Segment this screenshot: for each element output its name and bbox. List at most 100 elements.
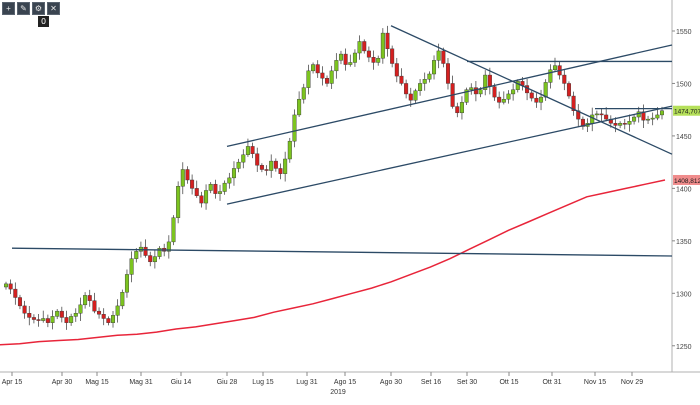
y-tick-label: 1400 bbox=[676, 186, 692, 193]
trendline bbox=[390, 25, 673, 155]
candle-down bbox=[148, 255, 153, 263]
candle-down bbox=[36, 319, 41, 321]
candle-down bbox=[92, 300, 97, 312]
candle-down bbox=[362, 41, 367, 52]
y-tick-label: 1550 bbox=[676, 29, 692, 36]
y-axis-panel bbox=[672, 0, 700, 400]
candle-up bbox=[306, 70, 311, 88]
candle-up bbox=[180, 169, 185, 187]
candle-down bbox=[566, 83, 571, 97]
candle-up bbox=[539, 96, 544, 103]
candle-down bbox=[492, 86, 497, 98]
y-tick-label: 1300 bbox=[676, 291, 692, 298]
candle-down bbox=[97, 310, 102, 315]
x-tick-label: Ago 15 bbox=[334, 379, 356, 386]
y-tick-label: 1350 bbox=[676, 239, 692, 246]
candle-up bbox=[515, 81, 520, 90]
candle-up bbox=[166, 241, 171, 252]
candle-up bbox=[301, 87, 306, 100]
candle-down bbox=[87, 295, 92, 301]
candle-up bbox=[69, 316, 74, 323]
candle-up bbox=[418, 83, 423, 91]
candle-down bbox=[27, 313, 32, 318]
candle-up bbox=[50, 316, 55, 323]
candle-up bbox=[427, 73, 432, 80]
candle-down bbox=[613, 123, 618, 126]
candle-up bbox=[590, 114, 595, 124]
candle-down bbox=[534, 97, 539, 103]
candle-up bbox=[650, 117, 655, 120]
candle-up bbox=[176, 186, 181, 218]
candle-up bbox=[222, 182, 227, 192]
candle-up bbox=[357, 41, 362, 54]
candle-up bbox=[134, 251, 139, 259]
candle-down bbox=[622, 123, 627, 125]
x-tick-label: Lug 15 bbox=[252, 379, 274, 386]
candle-down bbox=[17, 297, 22, 307]
candle-down bbox=[385, 32, 390, 50]
candle-down bbox=[445, 63, 450, 84]
candle-up bbox=[627, 121, 632, 125]
candle-down bbox=[185, 169, 190, 181]
candle-down bbox=[213, 183, 218, 194]
zero-badge[interactable]: 0 bbox=[38, 16, 49, 27]
candle-down bbox=[455, 106, 460, 114]
ma-price-label: 1408,8125 bbox=[674, 178, 700, 185]
candle-up bbox=[478, 89, 483, 95]
candle-down bbox=[45, 318, 50, 323]
candle-down bbox=[273, 160, 278, 169]
pencil-icon[interactable]: ✎ bbox=[17, 2, 30, 15]
candle-up bbox=[506, 93, 511, 100]
candle-up bbox=[297, 98, 302, 116]
candle-up bbox=[552, 65, 557, 71]
candle-down bbox=[22, 305, 27, 314]
settings-icon[interactable]: ⚙ bbox=[32, 2, 45, 15]
candle-up bbox=[422, 79, 427, 84]
candle-up bbox=[329, 70, 334, 84]
candle-up bbox=[655, 114, 660, 119]
candle-down bbox=[315, 64, 320, 74]
candle-down bbox=[190, 179, 195, 189]
candle-down bbox=[343, 53, 348, 65]
candle-up bbox=[218, 191, 223, 194]
candle-down bbox=[278, 168, 283, 174]
candle-down bbox=[31, 317, 36, 320]
candle-down bbox=[259, 165, 264, 170]
x-tick-label: Set 30 bbox=[457, 379, 477, 386]
chart-toolbar: + ✎ ⚙ ✕ bbox=[2, 2, 60, 15]
candle-down bbox=[101, 314, 106, 319]
crosshair-icon[interactable]: + bbox=[2, 2, 15, 15]
x-tick-label: Giu 28 bbox=[217, 379, 238, 386]
candle-up bbox=[413, 90, 418, 101]
candle-up bbox=[283, 158, 288, 174]
close-icon[interactable]: ✕ bbox=[47, 2, 60, 15]
candle-down bbox=[194, 188, 199, 196]
candle-up bbox=[543, 82, 548, 98]
candle-up bbox=[380, 32, 385, 59]
candle-up bbox=[78, 304, 83, 314]
candle-down bbox=[13, 288, 18, 298]
candle-down bbox=[371, 57, 376, 63]
candle-up bbox=[245, 146, 250, 155]
candle-down bbox=[390, 48, 395, 64]
candle-down bbox=[604, 114, 609, 120]
candle-up bbox=[287, 140, 292, 160]
x-tick-label: Set 16 bbox=[421, 379, 441, 386]
x-tick-label: Apr 15 bbox=[2, 379, 23, 386]
trendline bbox=[11, 247, 673, 257]
candle-up bbox=[124, 274, 129, 293]
candle-down bbox=[325, 78, 330, 84]
candle-up bbox=[111, 315, 116, 323]
candle-up bbox=[83, 295, 88, 306]
candle-down bbox=[404, 83, 409, 95]
candle-down bbox=[497, 96, 502, 103]
candle-up bbox=[269, 160, 274, 171]
candle-up bbox=[376, 58, 381, 63]
candle-down bbox=[441, 50, 446, 64]
candle-down bbox=[106, 318, 111, 323]
x-tick-label: Lug 31 bbox=[296, 379, 318, 386]
candle-up bbox=[129, 258, 134, 275]
candle-up bbox=[334, 60, 339, 72]
candle-up bbox=[204, 190, 209, 204]
